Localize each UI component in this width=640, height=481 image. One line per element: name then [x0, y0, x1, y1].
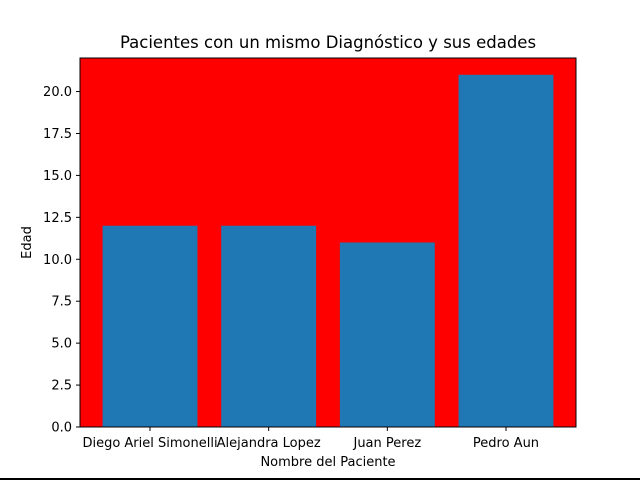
y-tick-label: 5.0: [51, 337, 72, 352]
bar-3: [458, 74, 554, 427]
x-tick-label: Alejandra Lopez: [217, 436, 321, 451]
x-tick-label: Diego Ariel Simonelli: [82, 436, 217, 451]
y-tick-label: 17.5: [43, 127, 72, 142]
x-tick-label: Juan Perez: [352, 436, 421, 451]
y-tick-label: 20.0: [43, 85, 72, 100]
y-axis: 0.0 2.5 5.0 7.5 10.0 12.5 15.0 17.5 20.0: [43, 85, 80, 436]
y-tick-label: 10.0: [43, 253, 72, 268]
bars-layer: [102, 74, 554, 427]
y-tick-label: 7.5: [51, 295, 72, 310]
x-tick-label: Pedro Aun: [473, 436, 539, 451]
y-tick-label: 12.5: [43, 211, 72, 226]
chart-title: Pacientes con un mismo Diagnóstico y sus…: [120, 33, 536, 52]
bar-1: [221, 225, 317, 427]
bar-2: [339, 242, 435, 427]
y-tick-label: 0.0: [51, 421, 72, 436]
y-tick-label: 15.0: [43, 169, 72, 184]
plot-frame: [79, 57, 577, 428]
x-axis-title: Nombre del Paciente: [260, 455, 395, 470]
bottom-border: [0, 478, 640, 480]
y-axis-title: Edad: [20, 226, 35, 259]
x-axis: Diego Ariel Simonelli Alejandra Lopez Juan…: [82, 427, 539, 451]
y-tick-label: 2.5: [51, 379, 72, 394]
bar-0: [102, 225, 198, 427]
